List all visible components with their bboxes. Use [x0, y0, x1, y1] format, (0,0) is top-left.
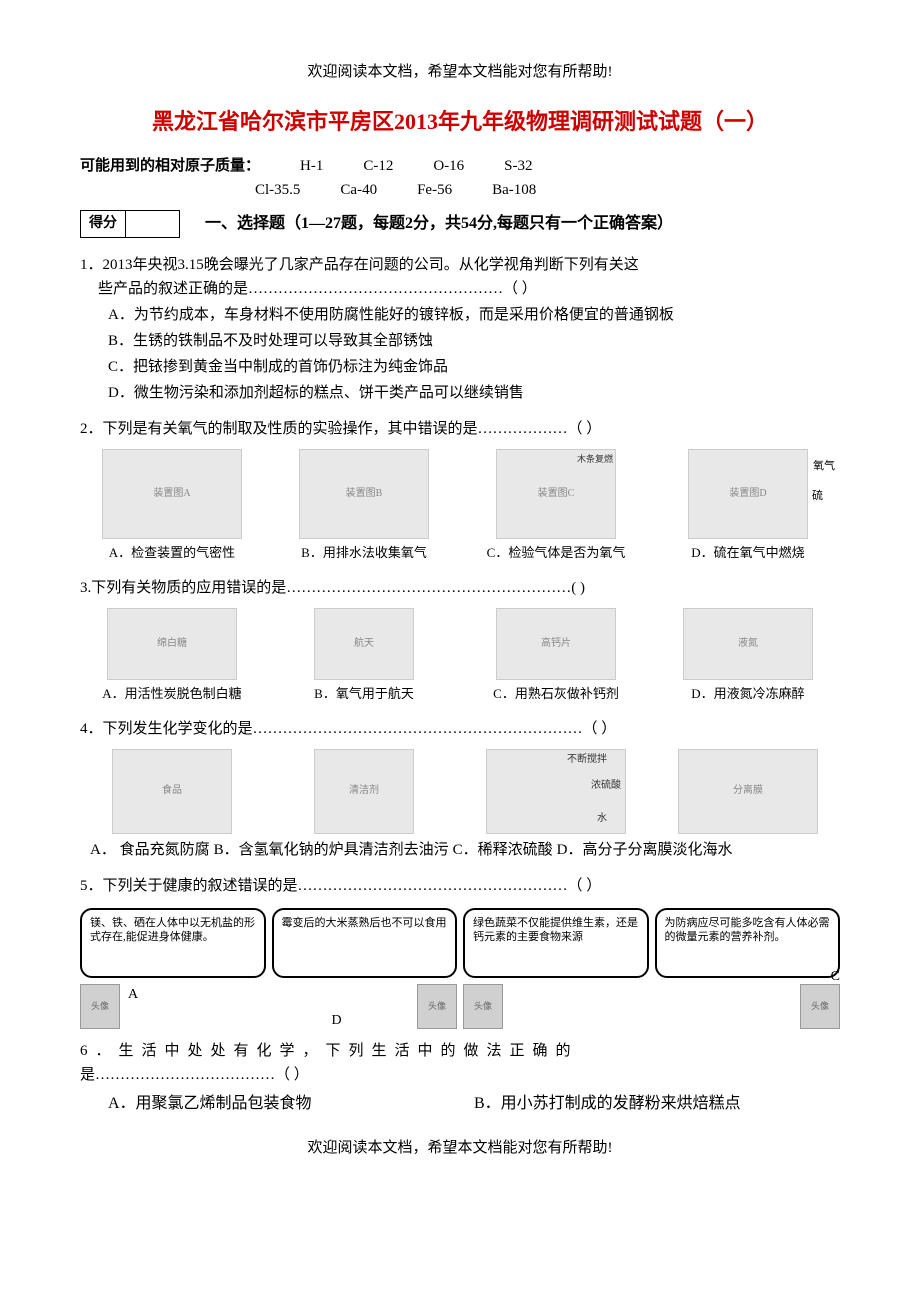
section-title: 一、选择题（1—27题，每题2分，共54分,每题只有一个正确答案） [205, 211, 673, 237]
question-2: 2．下列是有关氧气的制取及性质的实验操作，其中错误的是………………（ ） 装置图… [80, 417, 840, 564]
q6-option-b: B．用小苏打制成的发酵粉来烘焙糕点 [474, 1091, 840, 1117]
q2-label-sulfur: 硫 [812, 488, 823, 506]
q3-image-b: 航天 B．氧气用于航天 [272, 608, 456, 705]
apparatus-c-icon: 木条复燃 装置图C [496, 449, 616, 539]
q5-label-a: A [128, 984, 138, 1006]
q4-text: 4．下列发生化学变化的是…………………………………………………………（ ） [80, 717, 840, 741]
q6-option-a: A．用聚氯乙烯制品包装食物 [108, 1091, 474, 1117]
q5-label-d: C [831, 966, 840, 988]
rocket-icon: 航天 [314, 608, 414, 680]
apparatus-d-icon: 氧气 硫 装置图D [688, 449, 808, 539]
q2-caption-c: C．检验气体是否为氧气 [464, 543, 648, 564]
q3-image-a: 绵白糖 A．用活性炭脱色制白糖 [80, 608, 264, 705]
q5-item-c: 绿色蔬菜不仅能提供维生素，还是钙元素的主要食物来源 头像 [463, 908, 649, 1029]
mass-h: H-1 [300, 154, 323, 178]
q3-image-d: 液氮 D．用液氮冷冻麻醉 [656, 608, 840, 705]
mass-c: C-12 [363, 154, 393, 178]
score-blank [126, 211, 179, 237]
q6-text1: 6．生活中处处有化学，下列生活中的做法正确的 [80, 1039, 840, 1063]
q3-image-c: 高钙片 C．用熟石灰做补钙剂 [464, 608, 648, 705]
food-pack-icon: 食品 [112, 749, 232, 834]
speech-bubble-b: 霉变后的大米蒸熟后也不可以食用 [272, 908, 458, 978]
q2-caption-b: B．用排水法收集氧气 [272, 543, 456, 564]
q4-option-a: A． 食品充氮防腐 [90, 838, 210, 862]
q3-text: 3.下列有关物质的应用错误的是…………………………………………………( ) [80, 576, 840, 600]
mass-ba: Ba-108 [492, 178, 536, 202]
q2-text: 2．下列是有关氧气的制取及性质的实验操作，其中错误的是………………（ ） [80, 417, 840, 441]
dilute-icon: 不断搅拌 浓硫酸 水 [486, 749, 626, 834]
membrane-icon: 分离膜 [678, 749, 818, 834]
speech-bubble-a: 镁、铁、硒在人体中以无机盐的形式存在,能促进身体健康。 [80, 908, 266, 978]
q5-text: 5．下列关于健康的叙述错误的是………………………………………………（ ） [80, 874, 840, 898]
q4-image-c: 不断搅拌 浓硫酸 水 [464, 749, 648, 838]
q5-item-a: 镁、铁、硒在人体中以无机盐的形式存在,能促进身体健康。 头像 A [80, 908, 266, 1029]
q2-caption-d: D．硫在氧气中燃烧 [656, 543, 840, 564]
q2-image-d: 氧气 硫 装置图D D．硫在氧气中燃烧 [656, 449, 840, 564]
avatar-b-icon: 头像 [417, 984, 457, 1029]
apparatus-a-icon: 装置图A [102, 449, 242, 539]
sugar-icon: 绵白糖 [107, 608, 237, 680]
q4-label-acid: 浓硫酸 [591, 778, 621, 794]
mass-fe: Fe-56 [417, 178, 452, 202]
header-note: 欢迎阅读本文档，希望本文档能对您有所帮助! [80, 60, 840, 84]
mass-o: O-16 [433, 154, 464, 178]
avatar-d-icon: 头像 [800, 984, 840, 1029]
q4-option-d: D．高分子分离膜淡化海水 [557, 838, 733, 862]
q3-caption-d: D．用液氮冷冻麻醉 [656, 684, 840, 705]
q5-item-d: 为防病应尽可能多吃含有人体必需的微量元素的营养补剂。 头像 C [655, 908, 841, 1029]
score-label: 得分 [81, 211, 126, 237]
q4-label-water: 水 [597, 811, 607, 827]
q4-image-d: 分离膜 [656, 749, 840, 838]
mass-ca: Ca-40 [340, 178, 377, 202]
q2-label-oxygen: 氧气 [813, 458, 835, 476]
speech-bubble-c: 绿色蔬菜不仅能提供维生素，还是钙元素的主要食物来源 [463, 908, 649, 978]
speech-bubble-d: 为防病应尽可能多吃含有人体必需的微量元素的营养补剂。 [655, 908, 841, 978]
q2-image-a: 装置图A A．检查装置的气密性 [80, 449, 264, 564]
q1-option-b: B．生锈的铁制品不及时处理可以导致其全部锈蚀 [80, 329, 840, 353]
q2-caption-a: A．检查装置的气密性 [80, 543, 264, 564]
atomic-mass-block: 可能用到的相对原子质量： H-1 C-12 O-16 S-32 Cl-35.5 … [80, 154, 840, 202]
avatar-c-icon: 头像 [463, 984, 503, 1029]
cleaner-icon: 清洁剂 [314, 749, 414, 834]
q4-image-b: 清洁剂 [272, 749, 456, 838]
q1-option-a: A．为节约成本，车身材料不使用防腐性能好的镀锌板，而是采用价格便宜的普通钢板 [80, 303, 840, 327]
question-1: 1．2013年央视3.15晚会曝光了几家产品存在问题的公司。从化学视角判断下列有… [80, 253, 840, 405]
q4-image-a: 食品 [80, 749, 264, 838]
q3-caption-a: A．用活性炭脱色制白糖 [80, 684, 264, 705]
q4-label-stir: 不断搅拌 [567, 752, 607, 768]
q1-option-d: D．微生物污染和添加剂超标的糕点、饼干类产品可以继续销售 [80, 381, 840, 405]
q2-image-c: 木条复燃 装置图C C．检验气体是否为氧气 [464, 449, 648, 564]
q6-text2: 是………………………………（ ） [80, 1063, 840, 1087]
apparatus-b-icon: 装置图B [299, 449, 429, 539]
nitrogen-icon: 液氮 [683, 608, 813, 680]
question-3: 3.下列有关物质的应用错误的是…………………………………………………( ) 绵白… [80, 576, 840, 705]
q1-text: 1．2013年央视3.15晚会曝光了几家产品存在问题的公司。从化学视角判断下列有… [80, 253, 840, 277]
mass-s: S-32 [504, 154, 532, 178]
avatar-a-icon: 头像 [80, 984, 120, 1029]
footer-note: 欢迎阅读本文档，希望本文档能对您有所帮助! [80, 1136, 840, 1160]
question-5: 5．下列关于健康的叙述错误的是………………………………………………（ ） 镁、铁… [80, 874, 840, 1029]
question-4: 4．下列发生化学变化的是…………………………………………………………（ ） 食品… [80, 717, 840, 862]
q4-option-c: C．稀释浓硫酸 [453, 838, 553, 862]
q1-option-c: C．把铱掺到黄金当中制成的首饰仍标注为纯金饰品 [80, 355, 840, 379]
q5-item-b: 霉变后的大米蒸熟后也不可以食用 头像 D [272, 908, 458, 1029]
q3-caption-b: B．氧气用于航天 [272, 684, 456, 705]
section-header: 得分 一、选择题（1—27题，每题2分，共54分,每题只有一个正确答案） [80, 210, 840, 238]
q3-caption-c: C．用熟石灰做补钙剂 [464, 684, 648, 705]
main-title: 黑龙江省哈尔滨市平房区2013年九年级物理调研测试试题（一） [80, 104, 840, 139]
q4-option-b: B．含氢氧化钠的炉具清洁剂去油污 [214, 838, 449, 862]
atomic-mass-label: 可能用到的相对原子质量： [80, 154, 260, 178]
score-box: 得分 [80, 210, 180, 238]
q1-text2: 些产品的叙述正确的是……………………………………………（ ） [80, 277, 840, 301]
q2-image-b: 装置图B B．用排水法收集氧气 [272, 449, 456, 564]
calcium-icon: 高钙片 [496, 608, 616, 680]
mass-cl: Cl-35.5 [255, 178, 300, 202]
q2-label-c: 木条复燃 [577, 452, 613, 466]
q5-label-b: D [332, 1010, 342, 1032]
